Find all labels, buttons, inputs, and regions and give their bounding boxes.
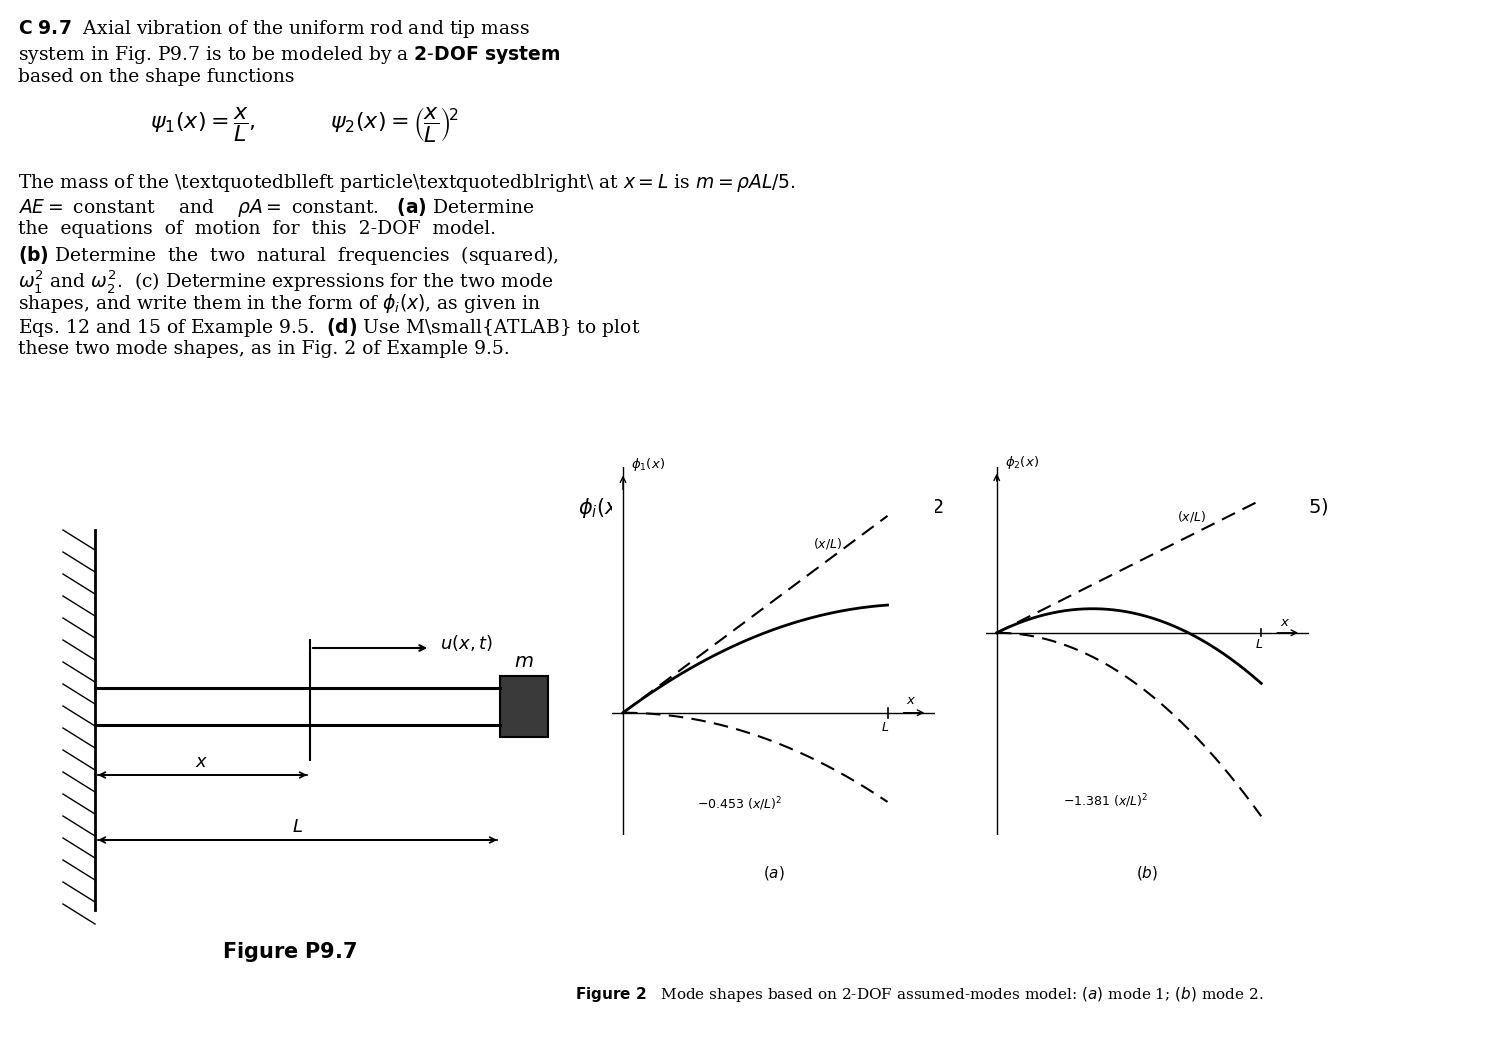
Text: $\omega_1^2$ and $\omega_2^2$.  (c) Determine expressions for the two mode: $\omega_1^2$ and $\omega_2^2$. (c) Deter… [18,268,554,295]
Text: $\phi_1(x)$: $\phi_1(x)$ [630,455,665,473]
Bar [500,676,548,737]
Text: $\mathbf{C\ 9.7}$  Axial vibration of the uniform rod and tip mass: $\mathbf{C\ 9.7}$ Axial vibration of the… [18,18,530,40]
Text: system in Fig. P9.7 is to be modeled by a $\mathbf{2\text{-}DOF\ system}$: system in Fig. P9.7 is to be modeled by … [18,44,560,66]
Text: the  equations  of  motion  for  this  2-DOF  model.: the equations of motion for this 2-DOF m… [18,220,495,239]
Text: $\mathbf{Figure\ P9.7}$: $\mathbf{Figure\ P9.7}$ [222,940,357,964]
Text: The mass of the \textquotedblleft particle\textquotedblright\ at $x = L$ is $m =: The mass of the \textquotedblleft partic… [18,172,796,194]
Text: $m$: $m$ [515,653,534,671]
Text: $\mathbf{Figure\ 2}$   Mode shapes based on 2-DOF assumed-modes model: $(a)$ mod: $\mathbf{Figure\ 2}$ Mode shapes based o… [575,985,1264,1004]
Text: $-0.453\ (x/L)^2$: $-0.453\ (x/L)^2$ [696,795,782,813]
Text: $x$: $x$ [907,694,916,707]
Text: $-1.381\ (x/L)^2$: $-1.381\ (x/L)^2$ [1063,792,1148,810]
Text: shapes, and write them in the form of $\phi_i(x)$, as given in: shapes, and write them in the form of $\… [18,292,540,315]
Text: Eqs. 12 and 15 of Example 9.5.  $\mathbf{(d)}$ Use M\small{ATLAB} to plot: Eqs. 12 and 15 of Example 9.5. $\mathbf{… [18,316,641,339]
Text: $L$: $L$ [881,721,889,733]
Text: $\mathbf{Ans.}\ (15)$: $\mathbf{Ans.}\ (15)$ [1229,496,1328,517]
Text: $\psi_2(x) = \left(\dfrac{x}{L}\right)^{\!2}$: $\psi_2(x) = \left(\dfrac{x}{L}\right)^{… [330,105,459,144]
Text: $\mathbf{(b)}$ Determine  the  two  natural  frequencies  (squared),: $\mathbf{(b)}$ Determine the two natural… [18,244,558,267]
Text: $u(x,t)$: $u(x,t)$ [440,633,492,653]
Text: $(x/L)$: $(x/L)$ [814,536,842,552]
Text: these two mode shapes, as in Fig. 2 of Example 9.5.: these two mode shapes, as in Fig. 2 of E… [18,340,510,358]
Text: $\phi_2(x)$: $\phi_2(x)$ [1004,453,1039,471]
Text: $(a)$: $(a)$ [763,864,785,882]
Text: $x$: $x$ [1280,616,1289,628]
Text: $(x/L)$: $(x/L)$ [1177,509,1205,524]
Text: $\psi_1(x) = \dfrac{x}{L},$: $\psi_1(x) = \dfrac{x}{L},$ [150,105,255,144]
Text: $AE =$ constant    and    $\rho A =$ constant.   $\mathbf{(a)}$ Determine: $AE =$ constant and $\rho A =$ constant.… [18,196,534,219]
Text: $L$: $L$ [291,818,303,836]
Text: $i = 1, 2$: $i = 1, 2$ [880,496,944,517]
Text: based on the shape functions: based on the shape functions [18,68,294,86]
Text: $\phi_i(x) = \left[\dfrac{x}{L} + \beta_i\!\left(\dfrac{x}{L}\right)^{\!2}\right: $\phi_i(x) = \left[\dfrac{x}{L} + \beta_… [578,491,775,529]
Text: $(b)$: $(b)$ [1136,864,1159,882]
Text: $L$: $L$ [1255,638,1262,651]
Text: $x$: $x$ [195,753,209,770]
